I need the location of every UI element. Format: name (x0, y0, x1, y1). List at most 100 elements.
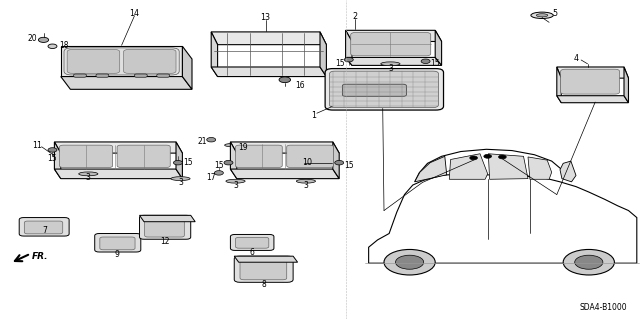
Ellipse shape (225, 144, 239, 147)
FancyBboxPatch shape (145, 219, 184, 237)
Ellipse shape (536, 14, 548, 17)
Polygon shape (54, 142, 182, 153)
Ellipse shape (79, 172, 98, 176)
Circle shape (224, 160, 233, 165)
Polygon shape (230, 142, 339, 153)
Circle shape (421, 59, 430, 63)
Text: 11: 11 (32, 141, 42, 150)
Polygon shape (346, 30, 442, 41)
Text: 20: 20 (27, 34, 37, 43)
Circle shape (484, 154, 492, 158)
FancyBboxPatch shape (234, 256, 293, 282)
Polygon shape (333, 142, 339, 179)
Polygon shape (230, 142, 237, 179)
Text: 9: 9 (115, 250, 120, 259)
Circle shape (563, 249, 614, 275)
Text: 21: 21 (198, 137, 207, 146)
FancyBboxPatch shape (325, 69, 444, 110)
Polygon shape (176, 142, 182, 179)
FancyBboxPatch shape (124, 49, 176, 73)
Text: 15: 15 (335, 59, 346, 68)
Circle shape (396, 255, 424, 269)
Text: 8: 8 (261, 280, 266, 289)
Circle shape (214, 171, 223, 175)
Ellipse shape (381, 62, 400, 66)
FancyBboxPatch shape (96, 74, 109, 77)
Circle shape (48, 148, 57, 152)
FancyBboxPatch shape (240, 260, 287, 280)
Text: 4: 4 (573, 54, 579, 63)
Circle shape (470, 156, 477, 160)
FancyBboxPatch shape (236, 145, 282, 167)
FancyBboxPatch shape (236, 237, 269, 248)
Text: 3: 3 (303, 181, 308, 189)
Circle shape (173, 160, 182, 165)
Text: 13: 13 (260, 13, 271, 22)
Text: 3: 3 (233, 181, 238, 189)
Polygon shape (320, 32, 326, 77)
FancyBboxPatch shape (134, 74, 147, 77)
Polygon shape (557, 96, 628, 103)
Text: 5: 5 (552, 9, 557, 18)
Circle shape (48, 44, 57, 48)
Text: 10: 10 (302, 158, 312, 167)
Text: 3: 3 (86, 173, 91, 182)
FancyBboxPatch shape (342, 84, 406, 96)
Polygon shape (140, 215, 195, 222)
Polygon shape (346, 57, 442, 65)
Text: 18: 18 (60, 41, 68, 50)
Text: 19: 19 (238, 143, 248, 152)
Text: 3: 3 (388, 64, 393, 73)
Polygon shape (211, 32, 218, 77)
Polygon shape (54, 142, 61, 179)
Polygon shape (624, 67, 628, 103)
FancyBboxPatch shape (330, 71, 438, 108)
Polygon shape (211, 32, 326, 45)
Text: FR.: FR. (32, 252, 49, 261)
FancyBboxPatch shape (95, 234, 141, 252)
Polygon shape (182, 46, 192, 89)
Text: 16: 16 (294, 81, 305, 90)
Polygon shape (560, 161, 576, 182)
Polygon shape (230, 169, 339, 179)
Circle shape (335, 160, 344, 165)
Text: 15: 15 (47, 154, 58, 163)
Polygon shape (61, 46, 182, 77)
Text: 6: 6 (249, 248, 254, 256)
Text: 15: 15 (430, 59, 440, 68)
Text: 1: 1 (311, 111, 316, 120)
FancyBboxPatch shape (287, 145, 333, 167)
Circle shape (344, 57, 353, 62)
Circle shape (279, 77, 291, 83)
Polygon shape (528, 157, 552, 179)
Polygon shape (557, 67, 628, 78)
FancyBboxPatch shape (157, 74, 170, 77)
FancyBboxPatch shape (230, 234, 274, 250)
Text: SDA4-B1000: SDA4-B1000 (580, 303, 627, 312)
Polygon shape (54, 169, 182, 179)
Polygon shape (211, 67, 326, 77)
FancyBboxPatch shape (561, 69, 620, 94)
FancyBboxPatch shape (64, 48, 179, 75)
Circle shape (575, 255, 603, 269)
Text: 15: 15 (214, 161, 224, 170)
Polygon shape (346, 30, 352, 65)
Circle shape (207, 137, 216, 142)
Polygon shape (234, 256, 298, 262)
Text: 15: 15 (344, 161, 354, 170)
Ellipse shape (531, 12, 553, 19)
FancyBboxPatch shape (140, 215, 191, 239)
FancyBboxPatch shape (24, 221, 63, 234)
Text: 3: 3 (178, 178, 183, 187)
Text: 14: 14 (129, 9, 140, 18)
Circle shape (384, 249, 435, 275)
Ellipse shape (226, 179, 245, 183)
Polygon shape (369, 175, 637, 263)
Text: 2: 2 (353, 12, 358, 21)
Ellipse shape (171, 177, 190, 181)
FancyBboxPatch shape (100, 237, 135, 250)
Text: 17: 17 (206, 173, 216, 182)
FancyBboxPatch shape (74, 74, 86, 77)
Polygon shape (435, 30, 442, 65)
Polygon shape (61, 77, 192, 89)
